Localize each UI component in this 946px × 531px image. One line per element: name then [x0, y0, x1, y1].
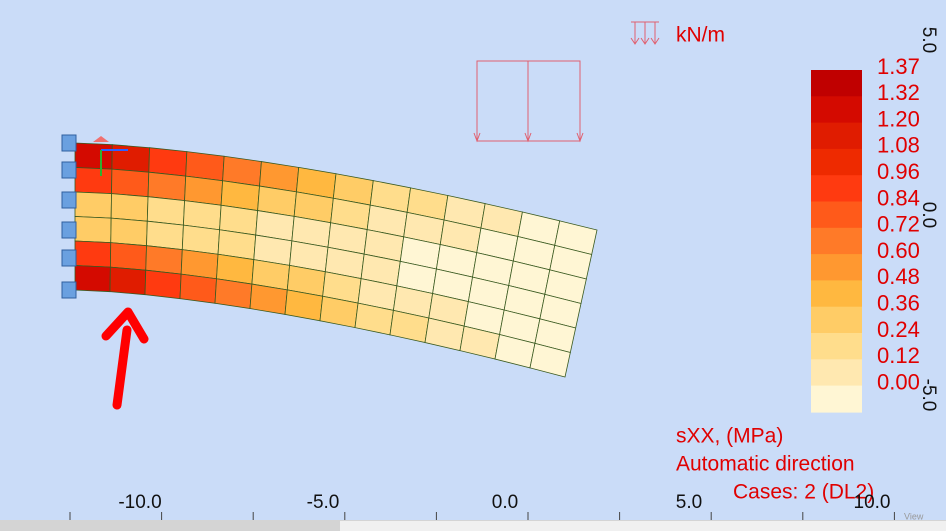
legend-value: 1.20: [877, 106, 920, 131]
supports: [61, 134, 77, 299]
legend-band: [811, 280, 862, 308]
load-symbol: [473, 21, 660, 143]
annotation-arrowhead: [101, 307, 149, 344]
legend-band: [811, 70, 862, 97]
y-axis-label: 5.0: [918, 27, 939, 53]
mesh-element: [74, 216, 112, 244]
x-axis-label: 10.0: [854, 492, 891, 513]
mesh-element: [214, 278, 253, 310]
support: [61, 134, 77, 152]
mesh-element: [74, 240, 112, 268]
x-axis-label: -10.0: [118, 492, 161, 513]
legend-cases: Cases: 2 (DL2): [733, 481, 874, 504]
mesh-element: [110, 193, 149, 222]
annotation-arrow: [112, 325, 132, 410]
legend-band: [811, 333, 862, 360]
support: [61, 161, 77, 179]
load-unit: kN/m: [676, 24, 725, 47]
mesh-element: [74, 265, 111, 293]
beam-mesh: [74, 142, 598, 378]
legend-value: 1.08: [877, 133, 920, 158]
legend-value: 0.84: [877, 185, 920, 210]
legend-value: 0.72: [877, 212, 920, 237]
x-axis-label: 0.0: [492, 492, 518, 513]
mesh-element: [111, 144, 150, 173]
legend-quantity: sXX, (MPa): [676, 425, 783, 448]
legend-value: 0.48: [877, 264, 920, 289]
legend-band: [811, 96, 862, 124]
legend-band: [811, 148, 862, 176]
x-axis-label: -5.0: [307, 492, 340, 513]
mesh-element: [144, 269, 182, 300]
y-axis-label: 0.0: [918, 202, 939, 228]
legend-value: 0.00: [877, 369, 920, 394]
mesh-element: [529, 342, 571, 378]
mesh-element: [146, 196, 185, 226]
axis: -10.0 -5.0 0.0 5.0 10.0 5.0 0.0 -5.0: [69, 27, 939, 520]
mesh-element: [185, 151, 225, 182]
legend-value: 0.24: [877, 317, 920, 342]
legend-band: [811, 175, 862, 203]
mesh-element: [145, 245, 183, 275]
legend-band: [811, 201, 862, 229]
legend-value: 0.60: [877, 238, 920, 263]
mesh-element: [148, 147, 188, 177]
support: [61, 281, 77, 299]
local-axes: [93, 136, 128, 176]
legend-band: [811, 306, 862, 334]
legend-band: [811, 385, 862, 413]
legend-value: 0.96: [877, 159, 920, 184]
mesh-element: [183, 200, 222, 231]
mesh-element: [74, 142, 113, 170]
legend-value: 1.32: [877, 80, 920, 105]
mesh-element: [184, 175, 224, 206]
legend-band: [811, 227, 862, 255]
legend-band: [811, 254, 862, 282]
mesh-element: [109, 242, 147, 271]
legend-band: [811, 359, 862, 387]
mesh-element: [179, 273, 217, 304]
y-axis-label: -5.0: [918, 379, 939, 412]
color-legend: 1.371.321.201.080.960.840.720.600.480.36…: [811, 54, 920, 413]
support: [61, 249, 77, 267]
x-axis-label: 5.0: [676, 492, 702, 513]
view-label: View: [904, 511, 924, 521]
mesh-element: [146, 220, 184, 251]
legend-value: 0.36: [877, 291, 920, 316]
legend-band: [811, 122, 862, 150]
legend-value: 0.12: [877, 343, 920, 368]
mesh-element: [74, 167, 113, 195]
legend-value: 1.37: [877, 54, 920, 79]
mesh-element: [111, 168, 150, 198]
legend-direction: Automatic direction: [676, 453, 855, 476]
mesh-element: [147, 171, 187, 202]
support: [61, 221, 77, 239]
mesh-element: [180, 249, 219, 280]
mesh-element: [109, 266, 147, 296]
mesh-element: [74, 191, 112, 219]
support: [61, 191, 77, 209]
mesh-element: [181, 224, 220, 255]
mesh-element: [110, 217, 148, 247]
mesh-element: [249, 283, 288, 315]
status-field: [340, 521, 946, 531]
